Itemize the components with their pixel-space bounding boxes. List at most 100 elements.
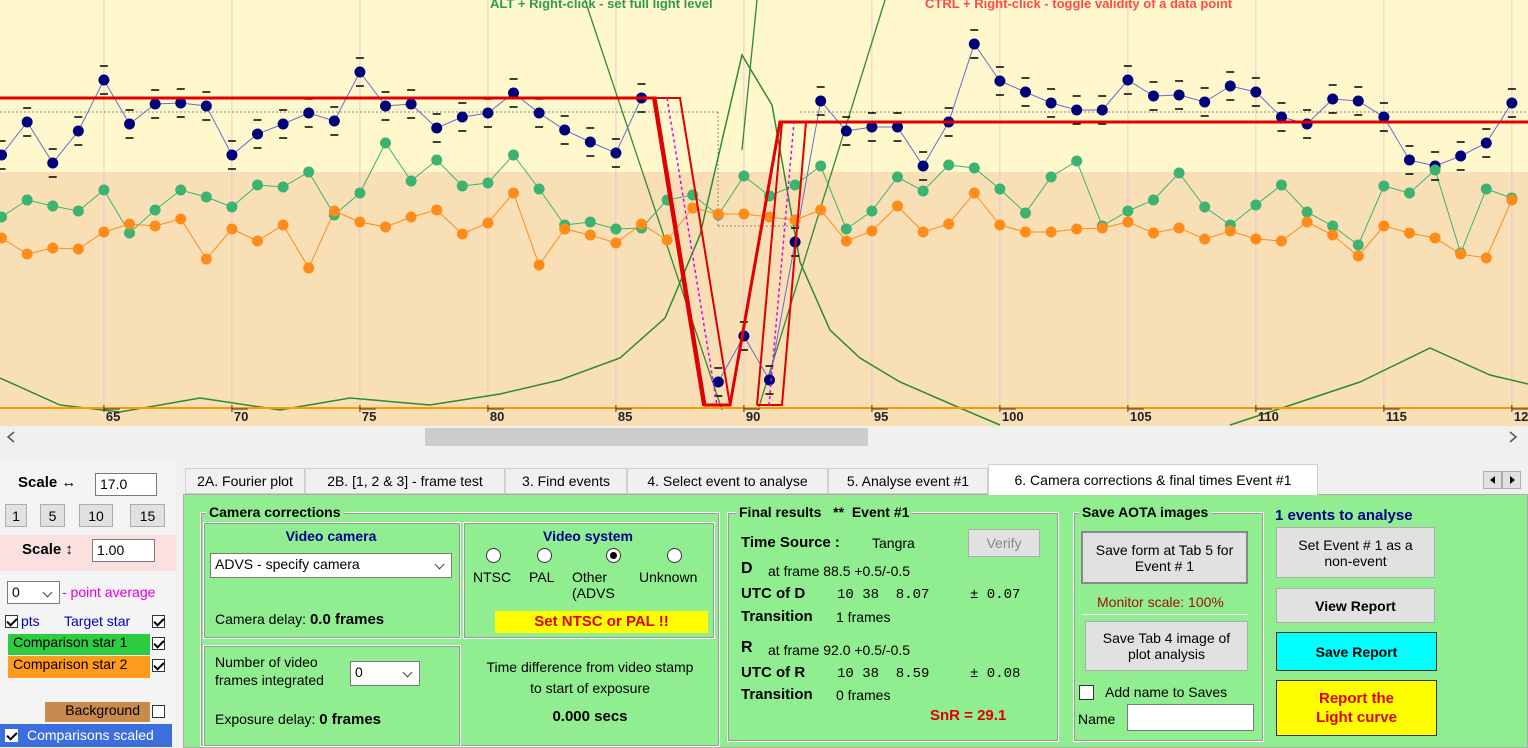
radio[interactable] [486,548,501,563]
scroll-right[interactable] [1508,431,1518,443]
data-point [47,242,59,254]
verify-button[interactable]: Verify [968,529,1040,557]
radio-label: NTSC [473,569,512,585]
data-point [0,211,8,223]
data-point [1352,250,1364,262]
save-form-button[interactable]: Save form at Tab 5 for Event # 1 [1081,531,1248,584]
step-button[interactable]: 5 [40,504,65,527]
radio[interactable] [667,548,682,563]
checkbox[interactable] [152,637,165,650]
data-point [943,218,955,230]
light-curve-plot[interactable]: ALT + Right-click - set full light level… [0,0,1528,428]
data-point [1378,180,1390,192]
checkbox[interactable] [152,659,165,672]
label: Add name to Saves [1105,684,1228,700]
data-point [533,107,545,119]
data-point [1045,226,1057,238]
scrollbar[interactable] [0,426,1528,448]
label: R [741,639,753,656]
data-point [1019,226,1031,238]
data-point [1480,252,1492,264]
dropdown[interactable]: ADVS - specify camera [210,553,452,578]
checkbox[interactable] [152,705,165,718]
step-button[interactable]: 1 [5,504,27,527]
data-point [1480,183,1492,195]
data-point [175,184,187,196]
checkbox[interactable] [1079,685,1094,700]
tab-scroll[interactable] [1502,471,1521,489]
tab[interactable]: 5. Analyse event #1 [828,468,988,494]
data-point [533,183,545,195]
data-point [508,187,520,199]
data-point [1327,93,1339,105]
data-point [21,194,33,206]
data-point [1045,171,1057,183]
checkbox[interactable] [152,615,165,628]
data-point [277,181,289,193]
legend-entry: Background [45,702,150,722]
x-tick-label: 85 [618,409,632,424]
x-tick-label: 100 [1002,409,1024,424]
data-point [610,237,622,249]
data-point [917,185,929,197]
data-point [124,227,136,239]
radio[interactable] [606,548,621,563]
data-point [1301,206,1313,218]
radio[interactable] [537,548,552,563]
data-point [533,259,545,271]
tab[interactable]: 3. Find events [505,468,627,494]
data-point [840,235,852,247]
non-event-button[interactable]: Set Event # 1 as a non-event [1276,527,1435,578]
x-tick-label: 75 [362,409,376,424]
separator [1081,614,1248,615]
scroll-left[interactable] [6,431,16,443]
data-point [380,100,392,112]
step-button[interactable]: 15 [130,504,165,527]
data-point [21,116,33,128]
data-point [482,107,494,119]
label: Transition [741,608,813,625]
data-point [1045,97,1057,109]
spinbox[interactable]: 17.0 [95,473,157,496]
value: at frame 92.0 +0.5/-0.5 [768,642,911,658]
data-point [456,180,468,192]
save-tab4-button[interactable]: Save Tab 4 image of plot analysis [1085,621,1248,671]
step-button[interactable]: 10 [79,504,113,527]
scroll-thumb[interactable] [425,428,868,446]
dropdown[interactable]: 0 [7,581,60,604]
data-point [789,179,801,191]
report-button[interactable]: Report the Light curve [1276,680,1437,736]
tab-active[interactable]: 6. Camera corrections & final times Even… [988,464,1318,495]
data-point [1378,111,1390,123]
legend-entry: Comparison star 1 [8,634,150,655]
data-point [72,243,84,255]
value: 0 frames [836,687,891,703]
data-point [226,223,238,235]
data-point [610,147,622,159]
data-point [1275,179,1287,191]
tab-scroll[interactable] [1483,471,1502,489]
data-point [149,204,161,216]
data-point [1506,97,1518,109]
data-point [994,219,1006,231]
data-point [456,228,468,240]
tab[interactable]: 2B. [1, 2 & 3] - frame test [305,468,505,494]
checkbox[interactable] [5,729,18,742]
checkbox[interactable] [5,615,18,628]
dropdown[interactable]: 0 [350,661,420,686]
tab[interactable]: 4. Select event to analyse [627,468,828,494]
tab[interactable]: 2A. Fourier plot [185,468,305,494]
data-point [1096,222,1108,234]
x-tick-label: 110 [1258,409,1279,424]
data-point [0,232,8,244]
save-report-button[interactable]: Save Report [1276,632,1437,671]
group-title: Camera corrections [206,504,344,520]
data-point [303,107,315,119]
spinbox[interactable]: 1.00 [92,539,155,562]
view-report-button[interactable]: View Report [1276,588,1435,623]
data-point [1327,229,1339,241]
name-input[interactable] [1127,704,1254,731]
upper-band [0,0,1528,172]
x-tick-label: 80 [490,409,504,424]
data-point [584,136,596,148]
